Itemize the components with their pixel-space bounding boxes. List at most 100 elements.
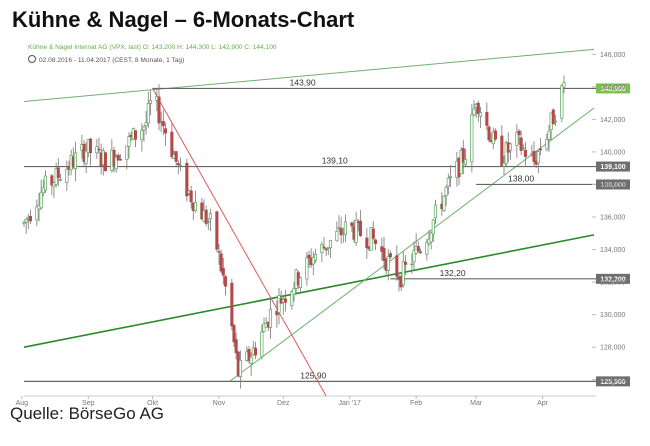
level-badge: [596, 161, 630, 172]
candle: [176, 163, 180, 165]
x-tick-label: Jan '17: [339, 400, 361, 407]
y-tick-label: 126,000: [600, 377, 625, 384]
candle: [56, 167, 60, 178]
candle: [50, 175, 54, 186]
candle: [416, 246, 420, 252]
candle: [161, 121, 165, 127]
candle: [290, 291, 294, 306]
candle: [401, 260, 405, 286]
candle: [277, 295, 281, 313]
y-tick-label: 142,000: [600, 117, 625, 124]
candle: [189, 190, 193, 203]
candle: [523, 149, 527, 157]
candle: [403, 261, 407, 265]
level-label: 138,00: [508, 173, 534, 183]
candle: [553, 120, 557, 123]
candle: [386, 256, 390, 271]
candle: [519, 137, 523, 151]
candle: [504, 142, 508, 164]
candle: [487, 126, 491, 141]
candle: [133, 130, 137, 140]
candle: [515, 131, 519, 146]
candle: [208, 213, 212, 220]
candle: [369, 226, 373, 251]
clock-icon: [28, 55, 36, 63]
candle: [292, 288, 296, 295]
level-badge: [596, 179, 630, 190]
x-tick-label: Nov: [213, 400, 226, 407]
candle: [382, 248, 386, 261]
candle: [388, 253, 392, 258]
candle: [311, 257, 315, 265]
candle: [268, 308, 272, 328]
axes: 126,000 128,000 130,000 132,000 134,000 136,0…: [16, 52, 626, 407]
candle: [536, 151, 540, 164]
candle: [350, 222, 354, 227]
candle: [84, 150, 88, 164]
level-badge-label: 138,000: [600, 182, 625, 189]
candle: [174, 151, 178, 162]
candle: [140, 129, 144, 141]
candle: [431, 219, 435, 235]
candle: [230, 282, 234, 327]
candle: [39, 191, 43, 209]
y-tick-label: 146,000: [600, 52, 625, 59]
candle: [472, 108, 476, 116]
level-badge: [596, 273, 630, 284]
candle: [35, 206, 39, 221]
candle: [253, 347, 257, 356]
candle: [307, 254, 311, 259]
candle: [206, 221, 210, 223]
range-line: 02.08.2016 - 11.04.2017 (CEST, 8 Monate,…: [39, 57, 185, 64]
candle: [118, 159, 122, 161]
candle: [371, 228, 375, 239]
candle: [88, 138, 92, 153]
level-badge-label: 139,100: [600, 164, 625, 171]
instrument-line: Kühne & Nagel Internat AG (VPX, last) O:…: [28, 44, 277, 51]
candle: [412, 250, 416, 263]
candle: [502, 162, 506, 167]
candle: [493, 130, 497, 140]
candle: [204, 209, 208, 224]
y-tick-label: 132,000: [600, 280, 625, 287]
candle: [24, 218, 28, 223]
candle: [146, 102, 150, 124]
candle: [343, 221, 347, 235]
candle: [324, 248, 328, 251]
candle: [328, 239, 332, 249]
candle: [73, 152, 77, 169]
candle: [429, 232, 433, 243]
candle: [238, 359, 242, 378]
candle: [337, 226, 341, 229]
x-tick-label: Mar: [470, 400, 483, 407]
level-badge-label: 125,900: [600, 379, 625, 386]
candle: [560, 85, 564, 119]
candle: [521, 147, 525, 150]
instrument-info: Kühne & Nagel Internat AG (VPX, last) O:…: [28, 44, 277, 51]
candle: [500, 135, 504, 167]
candle: [103, 152, 107, 172]
candle: [148, 100, 152, 104]
candle: [185, 162, 189, 197]
candle: [163, 128, 167, 134]
candle: [43, 175, 47, 191]
candle: [320, 243, 324, 253]
candle: [275, 310, 279, 316]
candle: [215, 211, 219, 250]
candle: [485, 111, 489, 126]
candle: [116, 154, 120, 161]
y-tick-label: 140,000: [600, 149, 625, 156]
candle: [125, 145, 129, 160]
candle: [283, 298, 287, 303]
y-tick-label: 144,000: [600, 84, 625, 91]
candle: [234, 339, 238, 354]
level-label: 139,10: [322, 156, 348, 166]
x-tick-label: Dez: [277, 400, 290, 407]
candle: [157, 96, 161, 124]
y-tick-label: 136,000: [600, 215, 625, 222]
candle: [442, 195, 446, 211]
candle: [358, 220, 362, 236]
candle: [532, 151, 536, 162]
level-label: 143,90: [290, 77, 316, 87]
trendline-resistance: [23, 48, 595, 102]
